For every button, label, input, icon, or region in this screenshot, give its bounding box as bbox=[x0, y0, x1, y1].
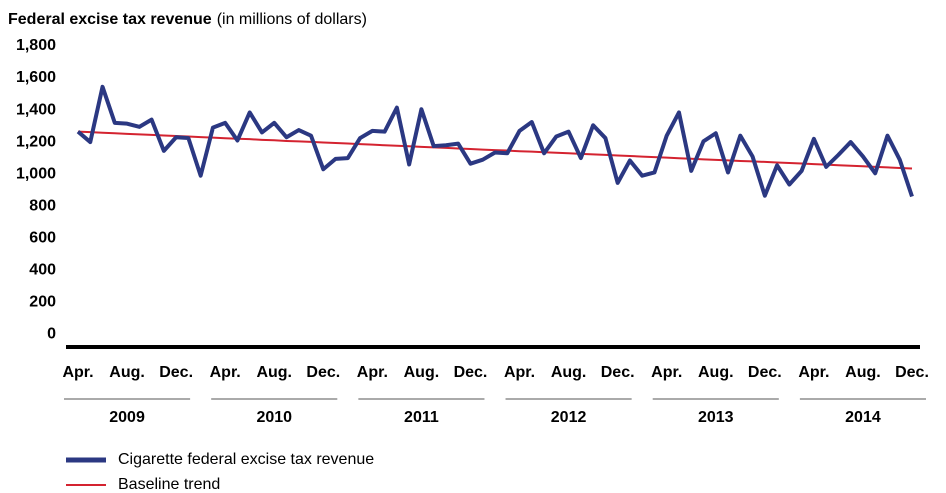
x-tick-label: Aug. bbox=[551, 364, 587, 381]
x-tick-label: Apr. bbox=[210, 364, 241, 381]
x-tick-label: Aug. bbox=[256, 364, 292, 381]
x-tick-label: Aug. bbox=[698, 364, 734, 381]
chart-title: Federal excise tax revenue (in millions o… bbox=[8, 11, 367, 28]
y-tick-label: 600 bbox=[29, 229, 56, 246]
y-tick-label: 0 bbox=[47, 325, 56, 342]
y-tick-label: 400 bbox=[29, 261, 56, 278]
x-tick-label: Dec. bbox=[895, 364, 929, 381]
y-tick-label: 1,600 bbox=[16, 69, 56, 86]
x-tick-label: Dec. bbox=[601, 364, 635, 381]
x-tick-label: Apr. bbox=[504, 364, 535, 381]
x-tick-label: Dec. bbox=[159, 364, 193, 381]
x-tick-label: Apr. bbox=[651, 364, 682, 381]
x-tick-label: Apr. bbox=[357, 364, 388, 381]
x-tick-label: Aug. bbox=[109, 364, 145, 381]
y-tick-label: 1,200 bbox=[16, 133, 56, 150]
y-tick-label: 1,400 bbox=[16, 101, 56, 118]
y-tick-label: 1,000 bbox=[16, 165, 56, 182]
x-tick-label: Aug. bbox=[404, 364, 440, 381]
year-label: 2011 bbox=[404, 409, 439, 426]
x-tick-label: Apr. bbox=[798, 364, 829, 381]
year-label: 2012 bbox=[551, 409, 587, 426]
year-label: 2013 bbox=[698, 409, 734, 426]
y-tick-label: 1,800 bbox=[16, 37, 56, 54]
y-tick-label: 200 bbox=[29, 293, 56, 310]
x-tick-label: Dec. bbox=[306, 364, 340, 381]
subtitle: (in millions of dollars) bbox=[217, 11, 367, 28]
series-line bbox=[76, 84, 914, 198]
x-tick-label: Dec. bbox=[454, 364, 488, 381]
title: Federal excise tax revenue bbox=[8, 11, 212, 28]
legend-label: Cigarette federal excise tax revenue bbox=[118, 451, 374, 468]
legend-label: Baseline trend bbox=[118, 476, 220, 493]
year-label: 2009 bbox=[109, 409, 145, 426]
year-label: 2010 bbox=[256, 409, 292, 426]
x-tick-label: Apr. bbox=[62, 364, 93, 381]
x-tick-label: Aug. bbox=[845, 364, 881, 381]
x-tick-label: Dec. bbox=[748, 364, 782, 381]
year-label: 2014 bbox=[845, 409, 881, 426]
series-line bbox=[77, 130, 913, 170]
y-tick-label: 800 bbox=[29, 197, 56, 214]
